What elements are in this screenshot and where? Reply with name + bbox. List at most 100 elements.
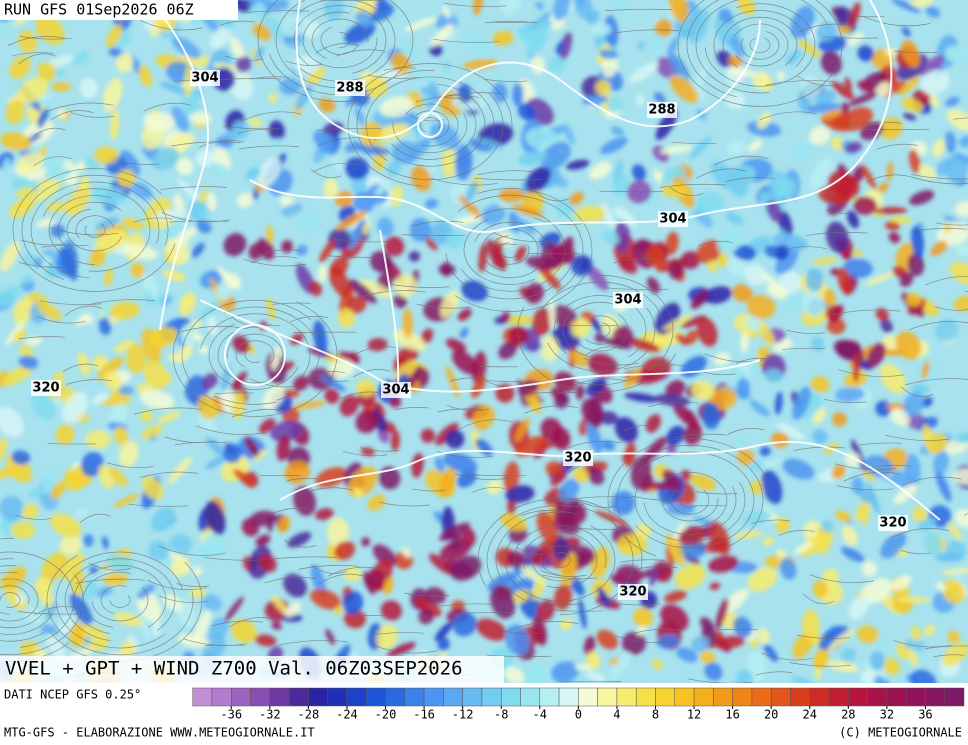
streamline <box>567 440 621 449</box>
vvel-blob <box>935 319 959 342</box>
vvel-blob <box>233 469 255 488</box>
vvel-blob <box>668 0 689 23</box>
vvel-blob <box>406 69 435 84</box>
streamline <box>249 378 304 388</box>
vvel-blob <box>82 534 94 547</box>
vvel-blob <box>659 144 693 155</box>
vvel-blob <box>94 229 128 254</box>
vvel-blob <box>747 295 776 319</box>
streamline <box>520 509 564 516</box>
vvel-blob <box>344 141 361 153</box>
vvel-blob <box>424 236 438 251</box>
vvel-blob <box>152 618 161 637</box>
vvel-blob <box>902 112 917 121</box>
vvel-blob <box>791 676 815 683</box>
vvel-blob <box>337 351 361 364</box>
vvel-blob <box>664 590 687 603</box>
colorbar-tick-label: -36 <box>220 708 242 722</box>
vvel-blob <box>258 418 276 434</box>
vvel-blob <box>570 317 591 338</box>
vvel-blob <box>891 575 912 591</box>
streamline <box>12 52 54 57</box>
vvel-blob <box>22 503 39 520</box>
vvel-blob <box>898 76 921 95</box>
vvel-blob <box>50 481 66 500</box>
vvel-blob <box>173 193 185 214</box>
vvel-blob <box>377 217 394 237</box>
vvel-blob <box>197 394 217 420</box>
vvel-blob <box>627 337 660 353</box>
vvel-blob <box>815 22 837 42</box>
vvel-blob <box>276 435 291 462</box>
colorbar-swatch <box>925 687 945 707</box>
streamline <box>686 0 828 98</box>
footer-left: MTG-GFS - ELABORAZIONE WWW.METEOGIORNALE… <box>4 726 315 740</box>
vvel-blob <box>669 53 690 82</box>
streamline <box>502 630 542 635</box>
streamline <box>540 545 579 575</box>
vvel-blob <box>430 122 460 150</box>
vvel-blob <box>598 411 619 425</box>
streamline <box>911 174 968 180</box>
streamline <box>181 325 240 332</box>
vvel-blob <box>362 223 370 236</box>
streamline <box>18 262 79 268</box>
vvel-blob <box>559 618 573 631</box>
streamline <box>446 405 489 411</box>
vvel-blob <box>348 218 367 250</box>
streamline <box>809 574 875 584</box>
vvel-blob <box>555 197 574 217</box>
vvel-blob <box>642 436 667 463</box>
streamline <box>298 564 360 570</box>
streamline <box>39 300 102 306</box>
colorbar-swatch <box>597 687 618 707</box>
vvel-blob <box>143 111 176 133</box>
streamline <box>616 444 764 549</box>
streamline <box>285 477 318 482</box>
vvel-blob <box>319 375 347 392</box>
vvel-blob <box>615 565 643 585</box>
streamline <box>285 60 323 66</box>
vvel-blob <box>848 90 880 106</box>
streamline <box>394 407 429 411</box>
vvel-blob <box>924 532 943 556</box>
vvel-blob <box>775 244 790 261</box>
vvel-blob <box>654 19 672 37</box>
vvel-blob <box>36 301 62 321</box>
vvel-blob <box>762 272 784 294</box>
streamline <box>558 680 622 683</box>
vvel-blob <box>140 410 153 423</box>
streamline <box>320 26 359 55</box>
streamline <box>333 238 390 243</box>
vvel-blob <box>113 493 141 508</box>
vvel-blob <box>826 221 849 253</box>
vvel-blob <box>118 440 139 468</box>
vvel-blob <box>628 61 659 84</box>
vvel-blob <box>253 449 268 462</box>
vvel-blob <box>891 0 921 13</box>
streamline <box>17 611 86 615</box>
vvel-blob <box>130 262 145 279</box>
vvel-blob <box>465 181 479 203</box>
streamline <box>672 433 727 439</box>
vvel-blob <box>139 389 175 410</box>
streamline <box>901 476 962 486</box>
vvel-blob <box>632 607 654 628</box>
vvel-blob <box>210 393 224 414</box>
vvel-blob <box>812 580 828 598</box>
vvel-blob <box>294 83 313 112</box>
vvel-blob <box>360 447 375 457</box>
streamline <box>516 546 551 555</box>
vvel-blob <box>236 192 255 208</box>
streamline <box>243 258 307 267</box>
vvel-blob <box>857 80 875 93</box>
streamline <box>900 386 934 397</box>
colorbar-swatch <box>288 687 309 707</box>
colorbar-swatch <box>616 687 637 707</box>
vvel-blob <box>860 578 893 604</box>
streamline <box>272 302 311 305</box>
vvel-blob <box>334 540 356 560</box>
vvel-blob <box>553 584 573 610</box>
vvel-blob <box>149 327 178 348</box>
colorbar-tick-label: -32 <box>259 708 281 722</box>
